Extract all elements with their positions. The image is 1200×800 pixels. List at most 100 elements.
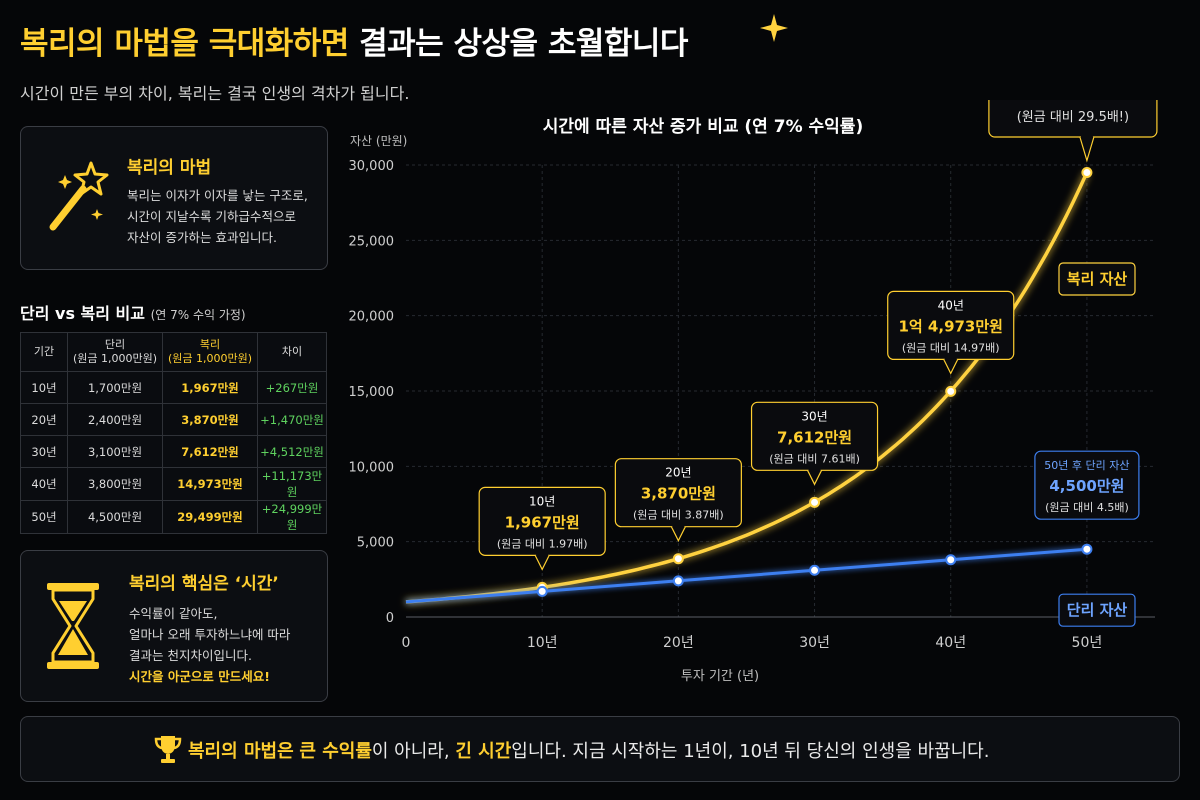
header-simple: 단리 (원금 1,000만원) — [67, 332, 163, 372]
cell-compound: 3,870만원 — [162, 403, 258, 436]
legend-label: 복리 자산 — [1067, 270, 1128, 288]
time-card-line: 수익률이 같아도, — [129, 606, 218, 621]
cell-simple: 4,500만원 — [67, 500, 163, 534]
callout-ratio: (원금 대비 14.97배) — [902, 341, 1000, 354]
legend-simple: 단리 자산 — [1058, 593, 1136, 627]
table-header-row: 기간 단리 (원금 1,000만원) 복리 (원금 1,000만원) 차이 — [20, 332, 327, 372]
compound-magic-card: 복리의 마법 복리는 이자가 이자를 낳는 구조로, 시간이 지날수록 기하급수… — [20, 126, 328, 270]
cell-period: 20년 — [20, 403, 68, 436]
x-tick-label: 10년 — [527, 635, 558, 651]
magic-card-line: 자산이 증가하는 효과입니다. — [127, 230, 277, 245]
simple-data-point — [1081, 543, 1093, 555]
y-tick-label: 25,000 — [349, 234, 395, 249]
callout-pointer — [534, 555, 550, 571]
y-tick-label: 30,000 — [349, 159, 395, 174]
cell-period: 30년 — [20, 435, 68, 468]
callout-ratio: (원금 대비 1.97배) — [497, 537, 588, 550]
comparison-table: 기간 단리 (원금 1,000만원) 복리 (원금 1,000만원) 차이 10… — [20, 332, 327, 534]
table-row: 40년 3,800만원 14,973만원 +11,173만원 — [20, 467, 327, 501]
x-tick-label: 0 — [402, 635, 411, 651]
x-tick-label: 20년 — [663, 635, 694, 651]
header-simple-sub: (원금 1,000만원) — [72, 352, 158, 365]
callout-box — [988, 100, 1158, 138]
page-title-rest: 결과는 상상을 초월합니다 — [359, 26, 688, 62]
callout-ratio: (원금 대비 7.61배) — [769, 452, 860, 465]
simple-series-line — [405, 547, 1088, 604]
key-message: 복리의 마법은 큰 수익률이 아니라, 긴 시간입니다. 지금 시작하는 1년이… — [188, 737, 989, 763]
callout-label: 10년 — [529, 494, 555, 508]
compound-callout: 20년 3,870만원 (원금 대비 3.87배) — [614, 458, 742, 543]
comparison-title-text: 단리 vs 복리 비교 — [20, 304, 145, 323]
compound-callout: 40년 1억 4,973만원 (원금 대비 14.97배) — [887, 290, 1015, 375]
cell-compound: 14,973만원 — [162, 467, 258, 501]
msg-part1: 복리의 마법은 — [188, 741, 294, 762]
time-card-emphasis: 시간을 아군으로 만드세요! — [129, 669, 270, 684]
compound-data-point — [672, 553, 684, 565]
header-diff: 차이 — [257, 332, 327, 372]
cell-compound: 7,612만원 — [162, 435, 258, 468]
header-simple-label: 단리 — [104, 338, 126, 351]
magic-card-line: 시간이 지날수록 기하급수적으로 — [127, 209, 296, 224]
asset-growth-chart: 시간에 따른 자산 증가 비교 (연 7% 수익률) 자산 (만원) 투자 기간… — [349, 100, 1158, 684]
x-tick-label: 40년 — [935, 635, 966, 651]
callout-ratio: (원금 대비 29.5배!) — [1017, 110, 1129, 125]
compound-series-line — [405, 171, 1089, 604]
y-tick-label: 5,000 — [357, 536, 394, 551]
magic-wand-icon — [49, 161, 109, 231]
cell-diff: +11,173만원 — [257, 467, 327, 501]
compound-final-callout: 50년 후 복리 자산2억 9,499만원(원금 대비 29.5배!) — [988, 100, 1158, 163]
legend-compound: 복리 자산 — [1058, 262, 1136, 296]
time-core-card: 복리의 핵심은 ‘시간’ 수익률이 같아도, 얼마나 오래 투자하느냐에 따라 … — [20, 550, 328, 702]
cell-period: 10년 — [20, 371, 68, 404]
time-card-line: 얼마나 오래 투자하느냐에 따라 — [129, 627, 291, 642]
header-compound-sub: (원금 1,000만원) — [167, 352, 253, 365]
header-compound-label: 복리 — [199, 338, 221, 351]
magic-card-line: 복리는 이자가 이자를 낳는 구조로, — [127, 188, 308, 203]
table-row: 10년 1,700만원 1,967만원 +267만원 — [20, 371, 327, 404]
callout-box — [1034, 450, 1140, 520]
comparison-title: 단리 vs 복리 비교 (연 7% 수익 가정) — [20, 300, 246, 324]
cell-simple: 1,700만원 — [67, 371, 163, 404]
callout-pointer — [807, 470, 823, 486]
compound-data-point — [809, 496, 821, 508]
time-card-title: 복리의 핵심은 ‘시간’ — [129, 574, 279, 594]
compound-data-point — [1081, 167, 1093, 179]
x-tick-label: 30년 — [799, 635, 830, 651]
callout-label: 50년 후 단리 자산 — [1044, 459, 1129, 472]
simple-final-callout: 50년 후 단리 자산 4,500만원 (원금 대비 4.5배) — [1034, 450, 1140, 520]
callout-value: 1,967만원 — [505, 513, 580, 531]
cell-simple: 2,400만원 — [67, 403, 163, 436]
x-tick-label: 50년 — [1072, 635, 1103, 651]
sparkle-icon — [760, 14, 788, 42]
cell-diff: +24,999만원 — [257, 500, 327, 534]
time-card-text: 수익률이 같아도, 얼마나 오래 투자하느냐에 따라 결과는 천지차이입니다. … — [129, 603, 290, 687]
chart-title: 시간에 따른 자산 증가 비교 (연 7% 수익률) — [543, 117, 863, 137]
compound-data-point — [945, 385, 957, 397]
callout-pointer — [670, 526, 686, 543]
key-message-banner: 복리의 마법은 큰 수익률이 아니라, 긴 시간입니다. 지금 시작하는 1년이… — [20, 716, 1180, 782]
legend-box — [1058, 593, 1136, 627]
msg-part5: 입니다. 지금 시작하는 1년이, 10년 뒤 당신의 인생을 바꿉니다. — [511, 741, 990, 762]
page-title: 복리의 마법을 극대화하면 결과는 상상을 초월합니다 — [20, 18, 688, 63]
cell-period: 40년 — [20, 467, 68, 501]
y-axis-label: 자산 (만원) — [350, 134, 407, 148]
magic-card-text: 복리는 이자가 이자를 낳는 구조로, 시간이 지날수록 기하급수적으로 자산이… — [127, 185, 308, 248]
comparison-note: (연 7% 수익 가정) — [150, 308, 246, 322]
callout-label: 40년 — [938, 298, 964, 312]
simple-data-point — [536, 585, 548, 597]
y-tick-label: 0 — [386, 611, 394, 626]
y-tick-label: 10,000 — [349, 460, 395, 475]
callout-value: 1억 4,973만원 — [898, 317, 1003, 335]
legend-label: 단리 자산 — [1067, 601, 1128, 619]
cell-diff: +1,470만원 — [257, 403, 327, 436]
y-tick-label: 15,000 — [349, 385, 395, 400]
msg-part3: 이 아니라, — [371, 741, 450, 762]
compound-callout: 30년 7,612만원 (원금 대비 7.61배) — [750, 401, 879, 486]
callout-value: 7,612만원 — [777, 428, 852, 446]
table-row: 50년 4,500만원 29,499만원 +24,999만원 — [20, 500, 327, 534]
callout-value: 4,500만원 — [1049, 477, 1124, 495]
page-title-highlight: 복리의 마법을 극대화하면 — [20, 26, 349, 62]
callout-ratio: (원금 대비 4.5배) — [1045, 501, 1129, 514]
cell-period: 50년 — [20, 500, 68, 534]
simple-data-point — [809, 564, 821, 576]
